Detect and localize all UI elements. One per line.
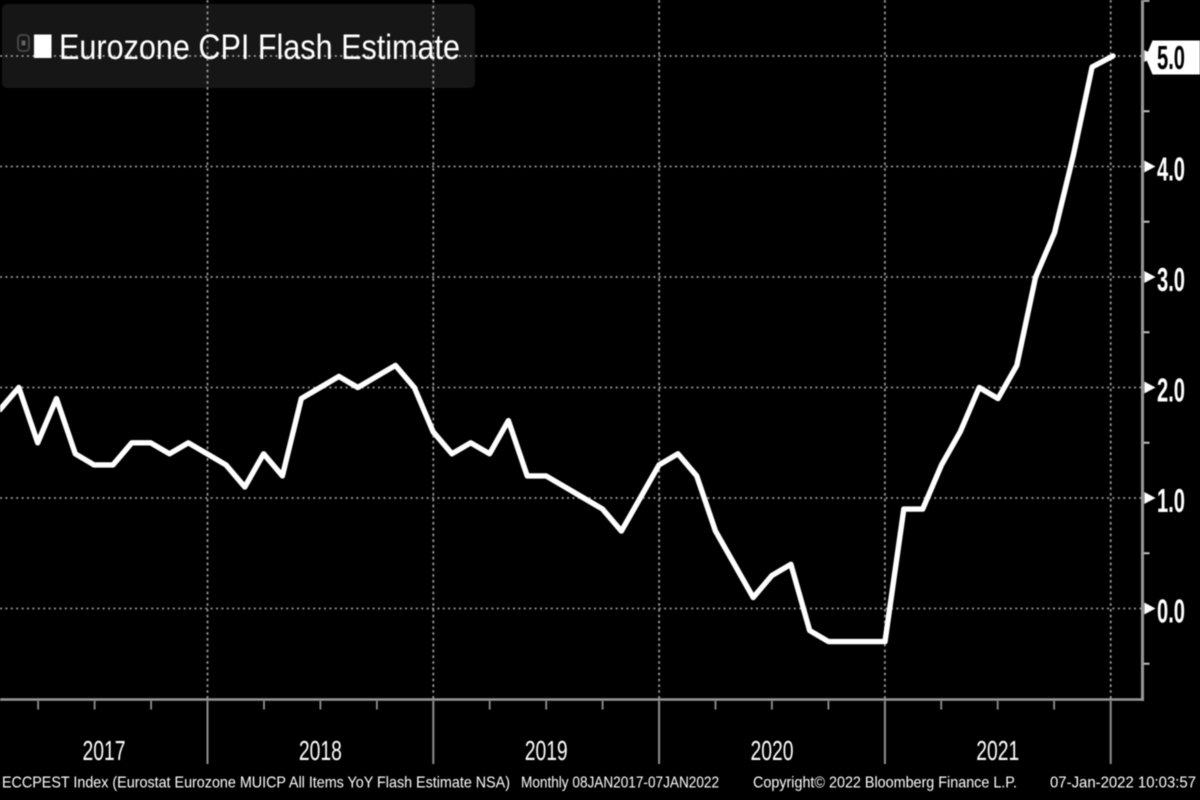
svg-text:0.0: 0.0: [1157, 594, 1185, 631]
svg-text:2021: 2021: [976, 735, 1019, 766]
svg-text:07-Jan-2022 10:03:57: 07-Jan-2022 10:03:57: [1050, 775, 1196, 792]
svg-text:2020: 2020: [751, 735, 794, 766]
svg-text:3.0: 3.0: [1157, 262, 1185, 299]
svg-text:1.0: 1.0: [1157, 483, 1185, 520]
svg-text:2019: 2019: [525, 735, 568, 766]
svg-text:5.0: 5.0: [1157, 39, 1185, 76]
svg-text:4.0: 4.0: [1157, 152, 1185, 189]
svg-text:2017: 2017: [83, 735, 126, 766]
svg-text:2018: 2018: [299, 735, 342, 766]
svg-text:Copyright© 2022 Bloomberg Fina: Copyright© 2022 Bloomberg Finance L.P.: [753, 775, 1017, 792]
svg-text:Eurozone CPI Flash Estimate: Eurozone CPI Flash Estimate: [59, 28, 460, 67]
svg-text:Monthly 08JAN2017-07JAN2022: Monthly 08JAN2017-07JAN2022: [521, 775, 719, 792]
svg-text:2.0: 2.0: [1157, 373, 1185, 410]
svg-text:ECCPEST Index (Eurostat Eurozo: ECCPEST Index (Eurostat Eurozone MUICP A…: [2, 775, 510, 792]
